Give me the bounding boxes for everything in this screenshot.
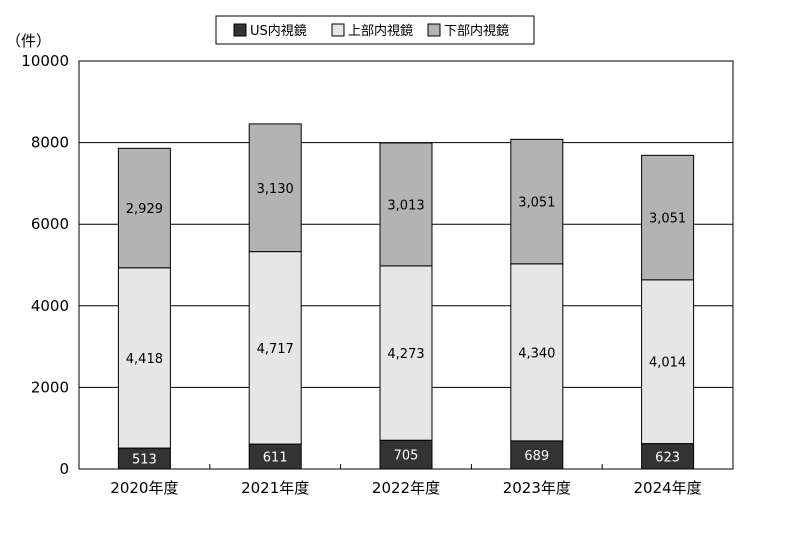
bar-data-label: 3,013 — [387, 198, 424, 213]
bar-data-label: 689 — [524, 449, 549, 464]
bar-segment — [379, 439, 433, 470]
bar-segment — [379, 265, 433, 441]
y-tick-label: 8000 — [31, 134, 69, 152]
y-tick-label: 4000 — [31, 297, 69, 315]
bar-segment — [117, 267, 171, 449]
x-axis: 2020年度 2021年度 2022年度 2023年度 2024年度 — [110, 464, 702, 497]
y-tick-label: 0 — [59, 460, 69, 478]
x-category-label: 2024年度 — [634, 479, 702, 497]
x-category-label: 2023年度 — [503, 479, 571, 497]
bar-data-label: 3,051 — [518, 196, 555, 211]
bar-data-label: 4,717 — [257, 342, 294, 357]
bar-data-label: 3,130 — [257, 182, 294, 197]
legend-label: 上部内視鏡 — [348, 23, 413, 39]
y-axis: 0 2000 4000 6000 8000 10000 — [21, 52, 69, 478]
bar-data-label: 2,929 — [126, 202, 163, 217]
legend-label: 下部内視鏡 — [444, 23, 509, 39]
bar-segment — [248, 251, 302, 445]
legend: US内視鏡 上部内視鏡 下部内視鏡 — [215, 15, 535, 45]
legend-swatch — [331, 23, 345, 37]
x-category-label: 2022年度 — [372, 479, 440, 497]
legend-label: US内視鏡 — [250, 23, 307, 39]
bar-data-label: 4,014 — [649, 356, 686, 371]
bar-segment — [641, 154, 695, 281]
bar-segment — [248, 443, 302, 470]
bar-data-label: 4,273 — [387, 347, 424, 362]
bar-data-label: 513 — [132, 453, 157, 468]
bar-segment — [248, 123, 302, 253]
bar-segment — [510, 440, 564, 470]
y-tick-label: 6000 — [31, 215, 69, 233]
bars: 513 4,418 2,929 611 4,717 3,130 705 4,273 3,013 6… — [117, 123, 695, 470]
legend-swatch — [427, 23, 441, 37]
bar-data-label: 3,051 — [649, 212, 686, 227]
bar-segment — [641, 279, 695, 445]
bar-segment — [379, 142, 433, 267]
bar-data-label: 4,418 — [126, 352, 163, 367]
bar-data-label: 705 — [394, 449, 419, 464]
y-unit-label: （件） — [6, 32, 51, 50]
legend-swatch — [233, 23, 247, 37]
bar-data-label: 4,340 — [518, 346, 555, 361]
x-category-label: 2021年度 — [241, 479, 309, 497]
bar-segment — [510, 263, 564, 442]
bar-data-label: 623 — [655, 450, 680, 465]
legend-box — [215, 15, 535, 45]
bar-segment — [510, 138, 564, 265]
bar-segment — [117, 147, 171, 269]
y-tick-label: 10000 — [21, 52, 69, 70]
x-category-label: 2020年度 — [110, 479, 178, 497]
y-tick-label: 2000 — [31, 378, 69, 396]
bar-data-label: 611 — [263, 451, 288, 466]
